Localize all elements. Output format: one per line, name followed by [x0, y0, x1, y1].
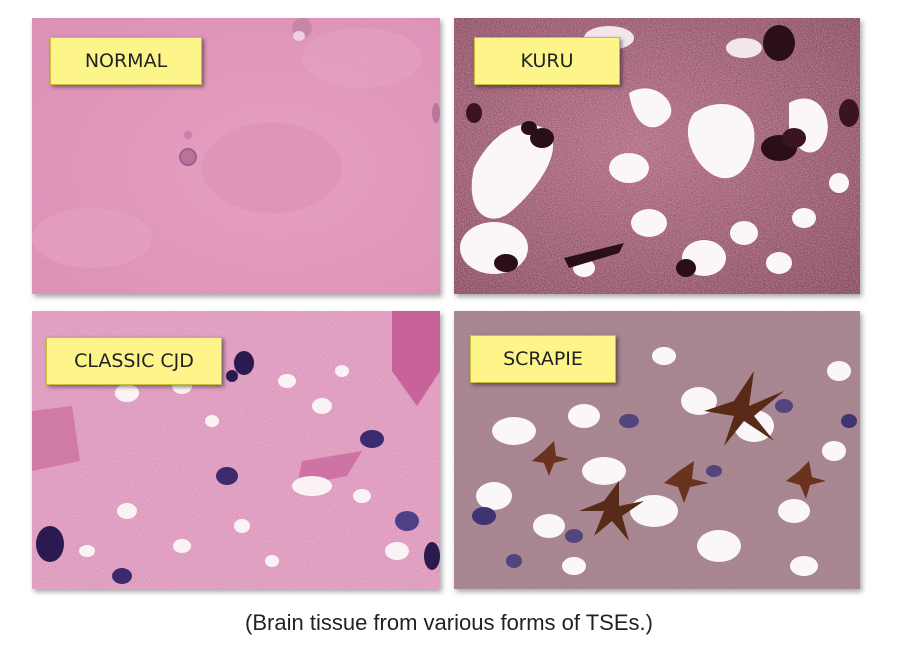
normal-tissue-image [32, 18, 440, 294]
figure-caption: (Brain tissue from various forms of TSEs… [245, 610, 653, 635]
classic-cjd-tissue-image [32, 311, 440, 589]
classic-cjd-tissue-panel: CLASSIC CJD [32, 311, 440, 589]
scrapie-tissue-panel: SCRAPIE [454, 311, 860, 589]
normal-tissue-panel: NORMAL [32, 18, 440, 294]
kuru-tissue-panel: KURU [454, 18, 860, 294]
kuru-label: KURU [474, 37, 620, 85]
scrapie-tissue-image [454, 311, 860, 589]
scrapie-label: SCRAPIE [470, 335, 616, 383]
kuru-tissue-image [454, 18, 860, 294]
classic-cjd-label: CLASSIC CJD [46, 337, 222, 385]
normal-label: NORMAL [50, 37, 202, 85]
